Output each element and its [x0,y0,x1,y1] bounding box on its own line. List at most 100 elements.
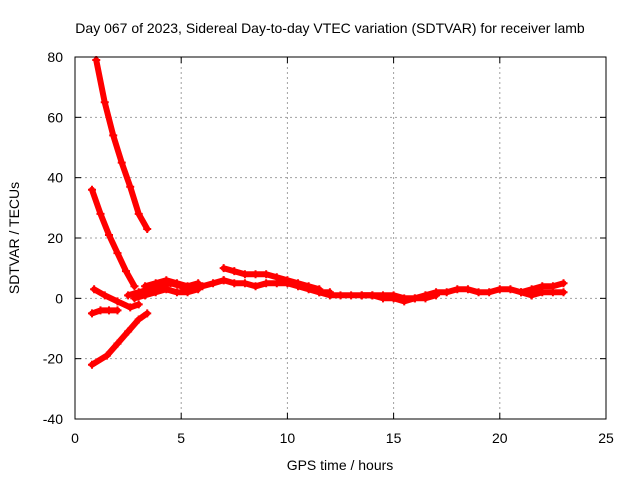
y-tick-label: -40 [43,411,63,427]
data-point [87,185,96,194]
series-line [89,186,138,290]
series-arc-8 [130,285,203,303]
data-point [219,276,228,285]
data-point [172,288,181,297]
data-point [104,306,113,315]
data-point [121,267,130,276]
y-tick-label: 40 [47,170,63,186]
data-point [102,351,111,360]
series-line [89,307,121,317]
data-point [463,285,472,294]
data-point [559,279,568,288]
data-point [151,279,160,288]
series-arc-7 [141,276,203,291]
data-point [219,264,228,273]
data-point [559,288,568,297]
x-tick-label: 0 [71,430,79,446]
series-line [93,57,151,232]
series-arc-15 [527,288,568,300]
data-point [410,294,419,303]
series-line [89,310,151,368]
y-tick-label: 20 [47,230,63,246]
data-point [198,282,207,291]
data-point [474,288,483,297]
data-point [183,288,192,297]
data-point [357,291,366,300]
data-point [368,291,377,300]
y-tick-label: -20 [43,351,63,367]
data-point [96,209,105,218]
data-point [304,285,313,294]
data-point [283,279,292,288]
data-point [230,279,239,288]
data-point [134,209,143,218]
data-point [172,279,181,288]
data-point [141,282,150,291]
data-point [117,158,126,167]
axis-ticks: 0 5 10 15 20 25 -40 -20 0 20 40 60 80 [43,49,614,446]
data-point [124,291,133,300]
data-point [209,279,218,288]
data-point [251,270,260,279]
data-point [432,288,441,297]
data-point [134,300,143,309]
data-point [453,285,462,294]
data-point [506,285,515,294]
data-point [378,291,387,300]
series-arc-5 [87,309,152,369]
data-point [262,279,271,288]
data-point [162,285,171,294]
x-tick-label: 20 [492,430,508,446]
data-point [100,98,109,107]
data-point [87,309,96,318]
data-point [104,230,113,239]
data-point [336,291,345,300]
data-point [109,131,118,140]
data-point [126,182,135,191]
data-point [143,224,152,233]
data-point [96,306,105,315]
x-axis-label: GPS time / hours [287,457,394,473]
data-point [421,291,430,300]
data-point [143,309,152,318]
data-point [538,288,547,297]
data-point [162,276,171,285]
data-point [130,294,139,303]
series-arc-4 [87,306,122,318]
data-point [527,291,536,300]
data-point [194,285,203,294]
data-point [315,288,324,297]
data-point [485,288,494,297]
data-point [495,285,504,294]
data-point [389,291,398,300]
x-tick-label: 25 [598,430,614,446]
y-tick-label: 60 [47,109,63,125]
x-tick-label: 10 [280,430,296,446]
data-point [113,339,122,348]
data-point [90,285,99,294]
data-point [517,288,526,297]
data-point [347,291,356,300]
x-tick-label: 5 [177,430,185,446]
grid [75,57,606,419]
data-point [400,294,409,303]
data-point [240,270,249,279]
data-point [130,282,139,291]
data-series-layer [87,56,568,369]
data-point [230,267,239,276]
data-point [272,279,281,288]
y-axis-label: SDTVAR / TECUs [6,182,22,294]
y-tick-label: 0 [55,290,63,306]
data-point [262,270,271,279]
y-tick-label: 80 [47,49,63,65]
data-point [113,297,122,306]
data-point [113,306,122,315]
data-point [548,288,557,297]
data-point [240,279,249,288]
x-tick-label: 15 [386,430,402,446]
series-arc-1 [92,56,152,233]
data-point [87,360,96,369]
data-point [113,249,122,258]
data-point [100,291,109,300]
